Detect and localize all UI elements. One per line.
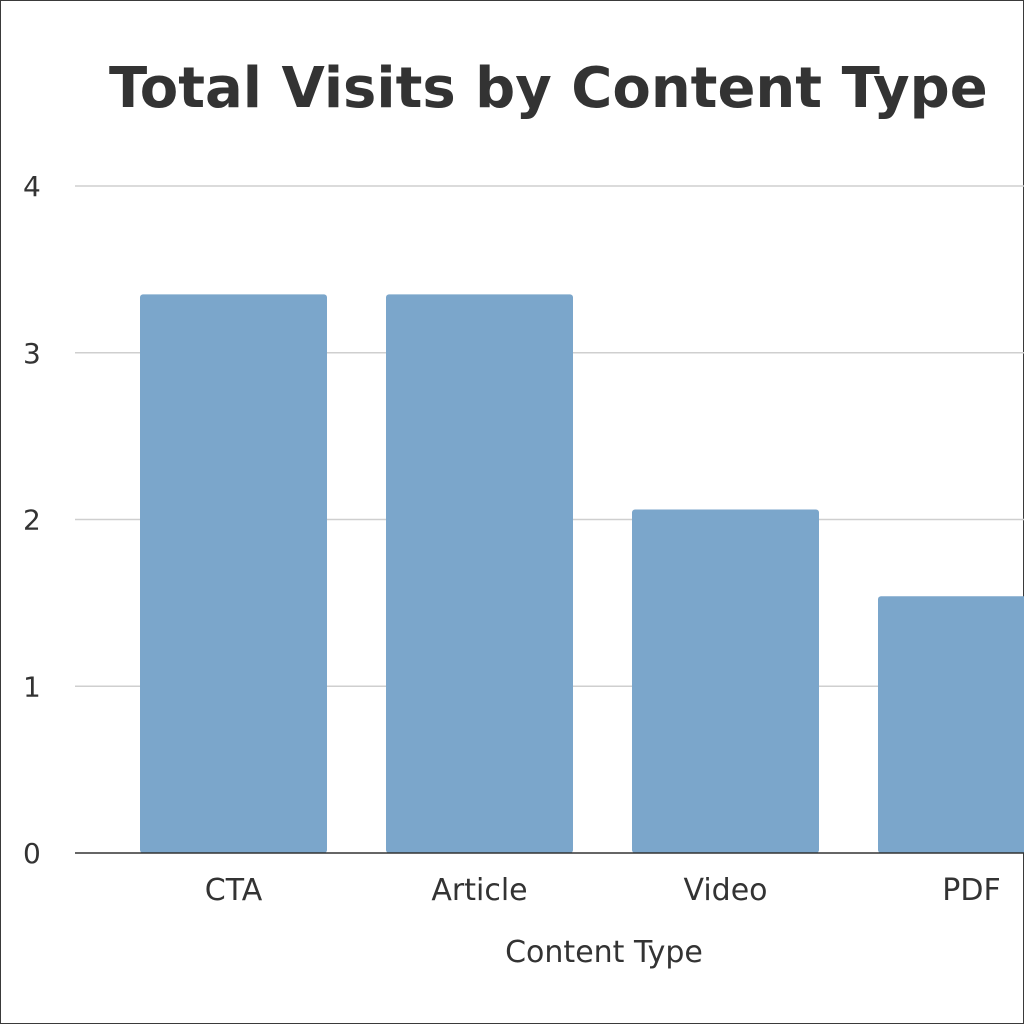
y-tick-label: 2 (23, 504, 41, 537)
y-tick-label: 4 (23, 170, 41, 203)
bar-article (386, 294, 573, 853)
x-tick-label-video: Video (683, 873, 767, 908)
chart-title: Total Visits by Content Type (109, 56, 988, 121)
y-axis-ticks: 0 1 2 3 4 (23, 170, 41, 870)
x-axis-label: Content Type (505, 935, 703, 970)
y-tick-label: 3 (23, 337, 41, 370)
bar-cta (140, 294, 327, 853)
y-tick-label: 0 (23, 837, 41, 870)
y-tick-label: 1 (23, 670, 41, 703)
bars (140, 294, 1024, 853)
x-tick-label-pdf: PDF (942, 873, 1000, 908)
x-tick-label-article: Article (431, 873, 527, 908)
bar-video (632, 509, 819, 853)
bar-pdf (878, 596, 1024, 853)
x-axis-categories: CTA Article Video PDF (205, 873, 1001, 908)
x-tick-label-cta: CTA (205, 873, 263, 908)
